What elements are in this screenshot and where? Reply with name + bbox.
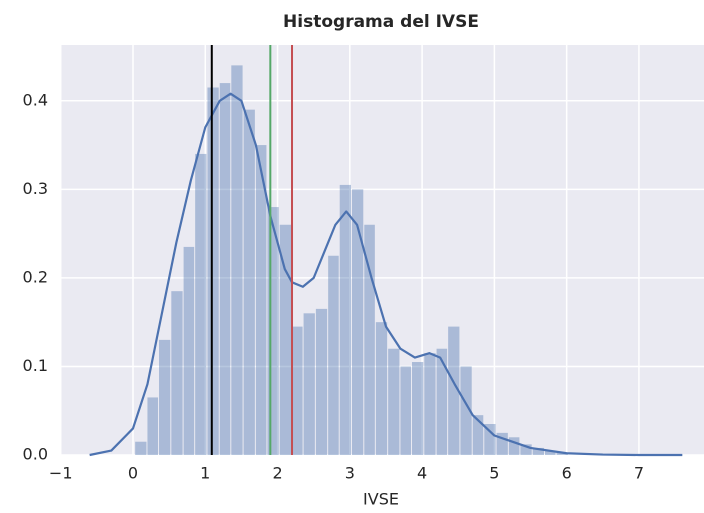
histogram-bar bbox=[159, 339, 171, 455]
y-tick-label: 0.2 bbox=[23, 267, 48, 286]
histogram-bar bbox=[520, 444, 532, 455]
histogram-bar bbox=[460, 366, 472, 455]
x-tick-label: −1 bbox=[49, 464, 73, 483]
kde-line bbox=[89, 92, 683, 457]
y-tick-label: 0.3 bbox=[23, 179, 48, 198]
histogram-bar bbox=[496, 432, 508, 455]
histogram-bar bbox=[375, 322, 388, 455]
histogram-bar bbox=[544, 450, 556, 455]
histogram-bar bbox=[231, 65, 243, 455]
x-tick-label: 7 bbox=[634, 464, 644, 483]
histogram-bar bbox=[267, 207, 279, 455]
x-tick-label: 5 bbox=[489, 464, 499, 483]
histogram-bar bbox=[352, 189, 364, 455]
x-tick-label: 1 bbox=[200, 464, 210, 483]
histogram-bar bbox=[243, 109, 255, 456]
histogram-bar bbox=[364, 224, 375, 455]
histogram-bar bbox=[135, 441, 147, 455]
histogram-bar bbox=[292, 326, 303, 455]
x-tick-label: 3 bbox=[345, 464, 355, 483]
histogram-bar bbox=[195, 153, 207, 455]
histogram-bar bbox=[339, 184, 352, 455]
histogram-bar bbox=[508, 437, 520, 455]
histogram-bar bbox=[207, 87, 219, 455]
histogram-bar bbox=[171, 291, 183, 455]
histogram-bar bbox=[315, 308, 328, 455]
histogram-bar bbox=[303, 313, 315, 455]
histogram-bar bbox=[219, 83, 231, 455]
x-axis-label: IVSE bbox=[363, 490, 399, 509]
y-tick-label: 0.4 bbox=[23, 90, 48, 109]
histogram-bar bbox=[424, 353, 436, 455]
histogram-bar bbox=[279, 224, 292, 455]
y-tick-label: 0.1 bbox=[23, 356, 48, 375]
histogram-bar bbox=[183, 246, 195, 455]
histogram-bar bbox=[436, 348, 448, 455]
plot-area bbox=[60, 45, 704, 455]
x-tick-label: 0 bbox=[128, 464, 138, 483]
histogram-bar bbox=[255, 145, 267, 455]
histogram-bar bbox=[484, 424, 496, 455]
x-tick-label: 4 bbox=[417, 464, 427, 483]
histogram-bar bbox=[472, 415, 484, 455]
histogram-bar bbox=[388, 348, 400, 455]
histogram-bar bbox=[411, 362, 424, 455]
x-tick-label: 2 bbox=[272, 464, 282, 483]
histogram-bar bbox=[147, 397, 159, 455]
x-tick-label: 6 bbox=[562, 464, 572, 483]
histogram-bar bbox=[532, 447, 544, 455]
histogram-bar bbox=[400, 366, 411, 455]
y-tick-label: 0.0 bbox=[23, 445, 48, 464]
histogram-bar bbox=[448, 326, 460, 455]
histogram-bar bbox=[328, 255, 339, 455]
chart-title: Histograma del IVSE bbox=[283, 12, 479, 32]
